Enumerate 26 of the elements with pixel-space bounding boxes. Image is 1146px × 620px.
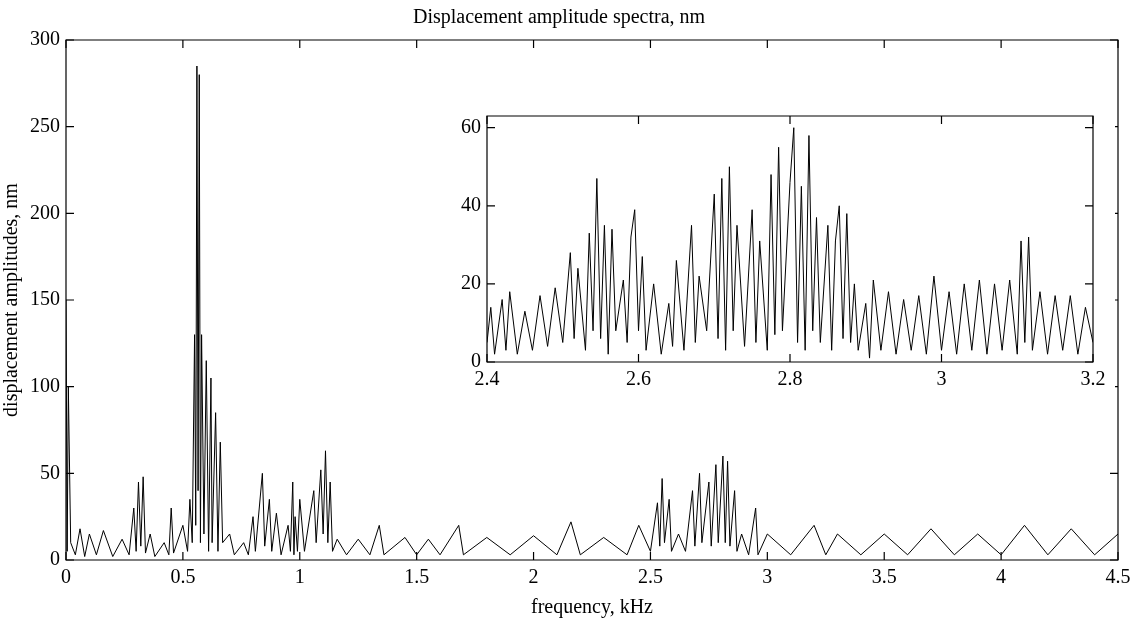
x-tick-label: 1 (294, 565, 305, 588)
x-tick-label: 3 (936, 367, 947, 390)
x-tick-label: 4.5 (1105, 565, 1131, 588)
y-tick-label: 300 (30, 27, 60, 50)
x-tick-label: 2 (528, 565, 539, 588)
y-tick-label: 250 (30, 113, 60, 136)
y-tick-label: 200 (30, 200, 60, 223)
x-tick-label: 0.5 (170, 565, 196, 588)
y-tick-label: 60 (461, 114, 481, 137)
chart-title: Displacement amplitude spectra, nm (412, 5, 706, 29)
y-tick-label: 100 (30, 373, 60, 396)
y-tick-label: 50 (40, 460, 60, 483)
x-tick-label: 3.5 (871, 565, 897, 588)
x-tick-label: 4 (996, 565, 1007, 588)
y-axis-title: displacement amplitudes, nm (0, 182, 23, 417)
x-tick-label: 3 (762, 565, 773, 588)
y-tick-label: 40 (461, 193, 481, 216)
x-tick-label: 2.6 (626, 367, 651, 390)
y-tick-label: 0 (50, 547, 60, 570)
x-tick-label: 2.5 (637, 565, 663, 588)
x-tick-label: 3.2 (1080, 367, 1106, 390)
x-tick-label: 1.5 (404, 565, 430, 588)
x-axis-title: frequency, kHz (531, 595, 654, 619)
x-tick-label: 2.8 (777, 367, 803, 390)
y-tick-label: 150 (30, 287, 60, 310)
y-tick-label: 20 (461, 271, 481, 294)
